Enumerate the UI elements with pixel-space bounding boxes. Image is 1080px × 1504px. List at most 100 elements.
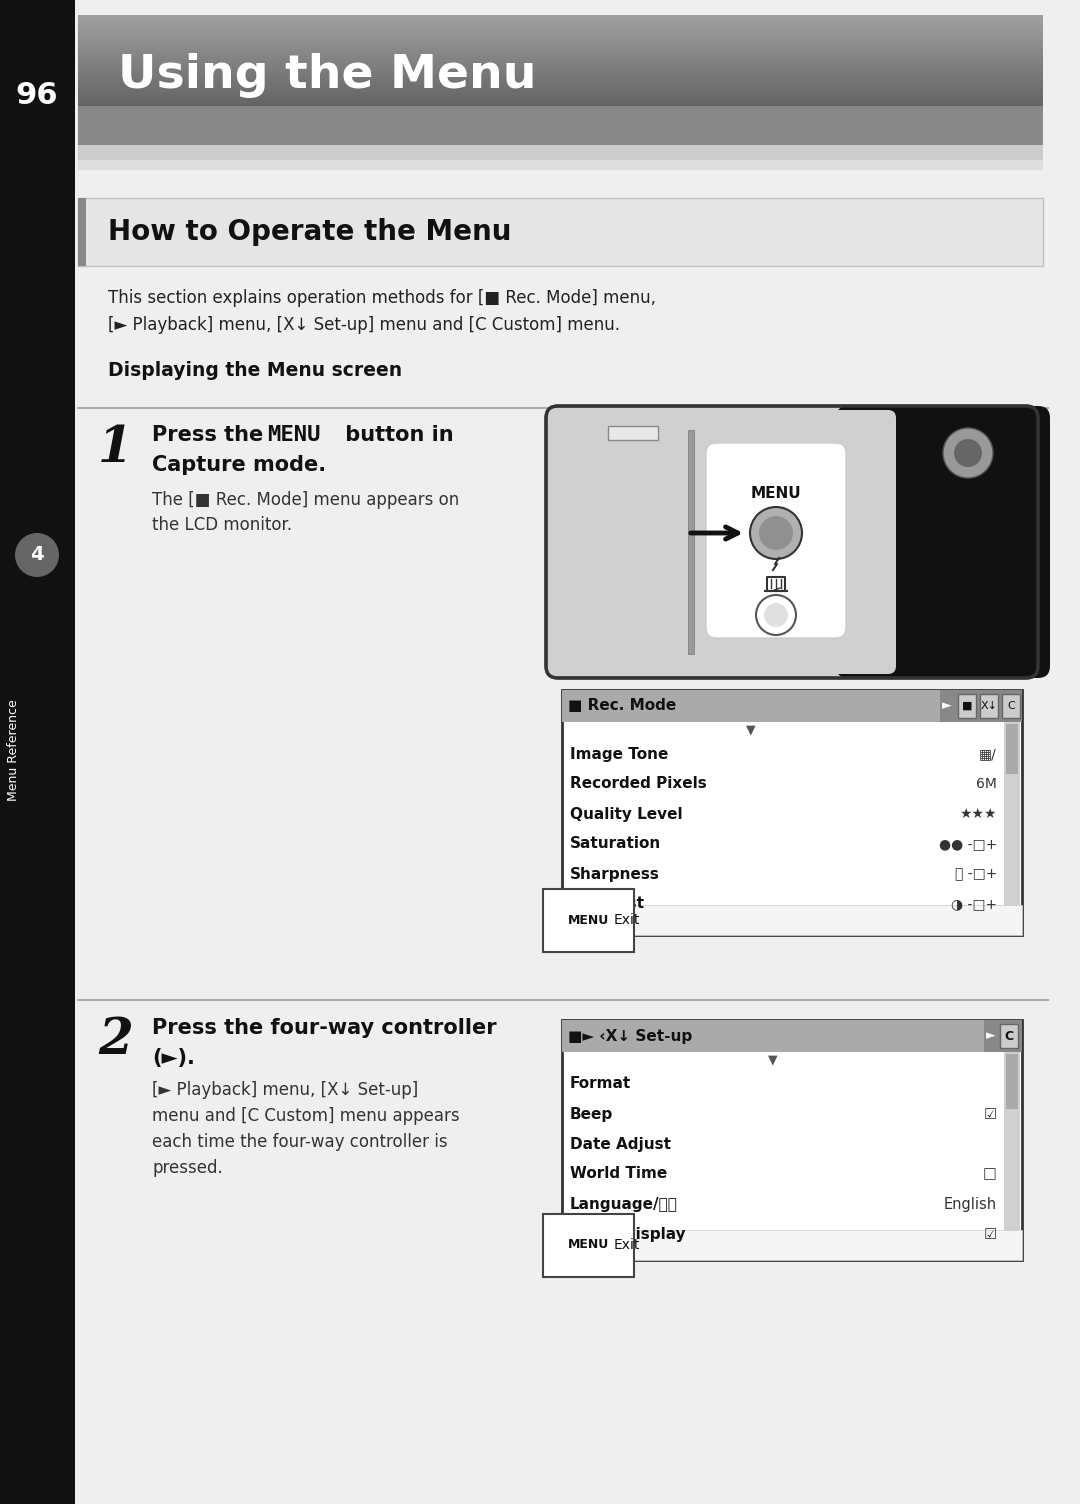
Text: X↓: X↓	[981, 701, 998, 711]
Text: Saturation: Saturation	[570, 836, 661, 851]
Text: ▼: ▼	[768, 1053, 778, 1066]
Text: 4: 4	[30, 546, 44, 564]
Bar	[984, 1020, 1022, 1051]
Circle shape	[759, 516, 793, 550]
Bar	[78, 59, 1043, 60]
Text: This section explains operation methods for [■ Rec. Mode] menu,: This section explains operation methods …	[108, 289, 656, 307]
Bar	[562, 905, 1022, 935]
Bar	[78, 66, 1043, 68]
FancyBboxPatch shape	[836, 406, 1050, 678]
Bar	[78, 29, 1043, 30]
Text: ▦/: ▦/	[980, 747, 997, 761]
Text: Capture mode.: Capture mode.	[152, 456, 326, 475]
Bar	[78, 71, 1043, 72]
Text: ►: ►	[986, 1030, 996, 1042]
Text: MENU: MENU	[568, 913, 609, 926]
Text: Exit: Exit	[615, 1238, 640, 1251]
Bar	[78, 32, 1043, 35]
Bar	[78, 93, 1043, 95]
Bar	[78, 54, 1043, 56]
Bar	[78, 59, 1043, 62]
Bar	[78, 44, 1043, 45]
Text: [► Playback] menu, [X↓ Set-up]: [► Playback] menu, [X↓ Set-up]	[152, 1081, 418, 1099]
Bar	[78, 104, 1043, 105]
Text: MENU: MENU	[267, 426, 321, 445]
Bar	[78, 62, 1043, 65]
Bar	[78, 17, 1043, 20]
Bar	[78, 36, 1043, 38]
Bar	[78, 72, 1043, 74]
Bar	[0, 0, 75, 1504]
Bar	[78, 27, 1043, 29]
Text: Language/言語: Language/言語	[570, 1197, 678, 1212]
Text: MENU: MENU	[751, 486, 801, 501]
Bar	[78, 39, 1043, 41]
Bar	[78, 17, 1043, 18]
Text: The [■ Rec. Mode] menu appears on: The [■ Rec. Mode] menu appears on	[152, 490, 459, 508]
Bar	[78, 102, 1043, 104]
Bar	[78, 60, 1043, 62]
Bar	[78, 89, 1043, 92]
Bar	[78, 15, 1043, 17]
Text: ►: ►	[942, 699, 951, 713]
Text: Exit: Exit	[615, 913, 640, 926]
Bar	[78, 99, 1043, 101]
Bar	[78, 21, 1043, 23]
Bar	[78, 62, 1043, 63]
Text: ■► ‹X↓ Set-up: ■► ‹X↓ Set-up	[568, 1029, 692, 1044]
Text: □: □	[983, 1167, 997, 1182]
Circle shape	[954, 439, 982, 468]
Bar	[958, 693, 976, 717]
Text: (►).: (►).	[152, 1048, 194, 1068]
Bar	[78, 75, 1043, 77]
Text: the LCD monitor.: the LCD monitor.	[152, 516, 292, 534]
Circle shape	[750, 507, 802, 559]
Bar	[78, 83, 1043, 86]
Bar	[78, 53, 1043, 56]
Text: Image Tone: Image Tone	[570, 746, 669, 761]
Circle shape	[756, 596, 796, 635]
Bar	[688, 430, 694, 654]
Text: C: C	[1004, 1030, 1013, 1042]
Circle shape	[943, 429, 993, 478]
Bar	[78, 80, 1043, 83]
Text: 6M: 6M	[976, 778, 997, 791]
Text: pressed.: pressed.	[152, 1160, 222, 1178]
Bar	[78, 56, 1043, 57]
Bar	[78, 47, 1043, 50]
Text: Displaying the Menu screen: Displaying the Menu screen	[108, 361, 402, 379]
Bar	[78, 20, 1043, 21]
Bar	[940, 690, 1022, 722]
Bar	[78, 80, 1043, 81]
Text: [► Playback] menu, [X↓ Set-up] menu and [C Custom] menu.: [► Playback] menu, [X↓ Set-up] menu and …	[108, 316, 620, 334]
Text: ■: ■	[962, 701, 972, 711]
Bar	[78, 35, 1043, 36]
Bar	[78, 63, 1043, 65]
Text: Sharpness: Sharpness	[570, 866, 660, 881]
Bar	[78, 50, 1043, 51]
Bar	[78, 87, 1043, 89]
Bar	[78, 56, 1043, 59]
Text: 2: 2	[98, 1015, 133, 1065]
Bar	[78, 68, 1043, 69]
Bar	[78, 159, 1043, 170]
Bar	[78, 15, 1043, 144]
Text: each time the four-way controller is: each time the four-way controller is	[152, 1133, 447, 1151]
Bar	[562, 690, 940, 722]
Bar	[78, 78, 1043, 80]
Bar	[562, 1020, 1022, 1260]
Text: ★★★: ★★★	[959, 808, 997, 821]
Bar	[78, 29, 1043, 32]
Bar	[1005, 723, 1018, 775]
Bar	[78, 83, 1043, 84]
Bar	[78, 23, 1043, 24]
Text: 96: 96	[16, 81, 58, 110]
Bar	[78, 57, 1043, 59]
Circle shape	[15, 532, 59, 578]
Bar	[78, 90, 1043, 92]
Bar	[78, 65, 1043, 66]
Bar	[78, 41, 1043, 42]
Bar	[78, 96, 1043, 99]
Text: C: C	[1008, 701, 1015, 711]
Text: Contrast: Contrast	[570, 896, 644, 911]
